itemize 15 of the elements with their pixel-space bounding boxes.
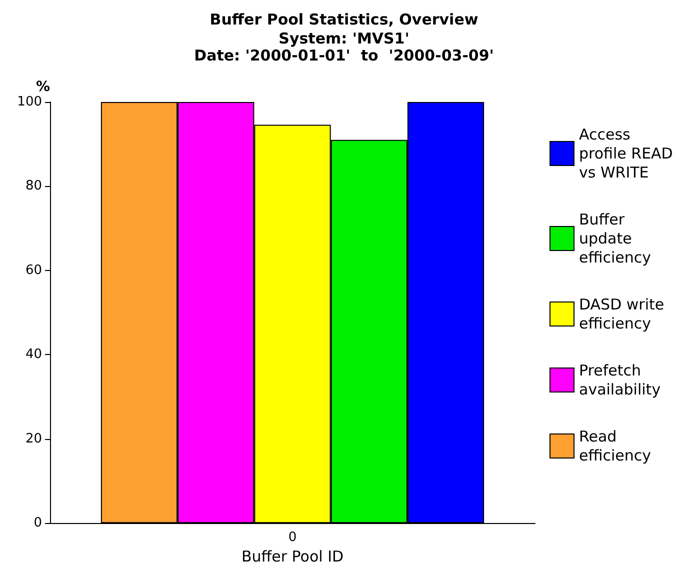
legend-label: Buffer update efficiency: [579, 210, 652, 266]
y-tick-label: 60: [25, 262, 42, 278]
y-tick-label: 80: [25, 178, 42, 194]
y-tick-label: 100: [17, 94, 42, 110]
legend-label: Read efficiency: [579, 428, 652, 464]
y-tick-label: 20: [25, 431, 42, 446]
legend-label: Access profile READ vs WRITE: [579, 126, 678, 182]
x-axis-title: Buffer Pool ID: [241, 548, 344, 566]
y-tick-label: 40: [25, 347, 42, 362]
y-axis-title: %: [36, 79, 50, 95]
chart-subtitle: System: 'MVS1' Date: '2000-01-01' to '2000-03-09': [194, 30, 494, 64]
legend-label: Prefetch availability: [579, 362, 661, 398]
legend-label: DASD write efficiency: [579, 296, 669, 332]
chart-title: Buffer Pool Statistics, Overview: [210, 10, 478, 28]
y-tick-label: 0: [34, 516, 42, 531]
